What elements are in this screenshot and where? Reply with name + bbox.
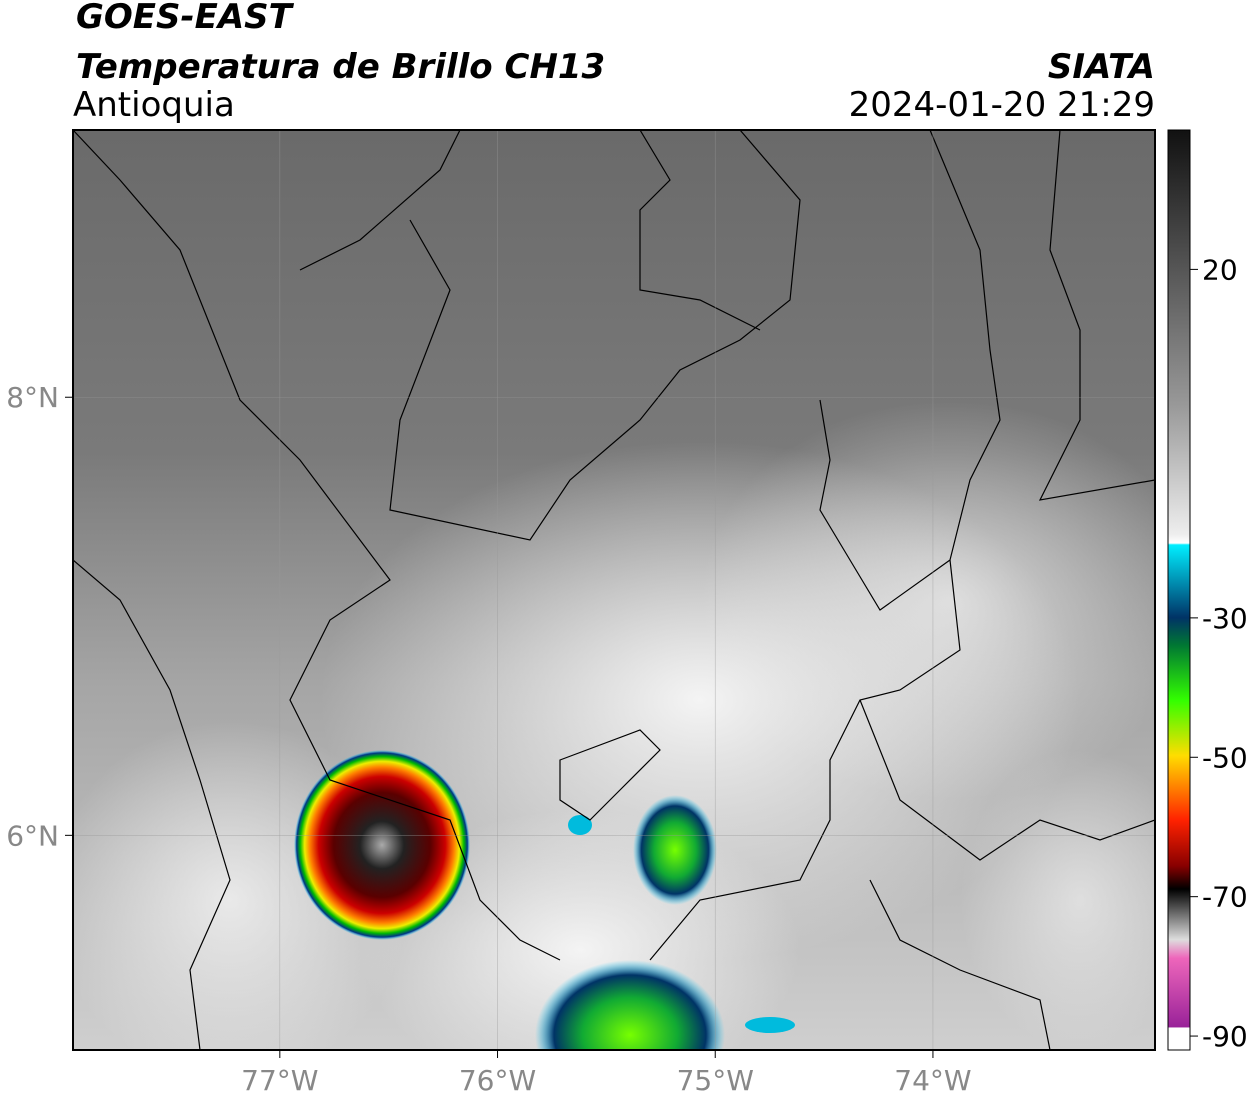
colorbar-ticks: 20 -30 -50 -70 -90: [1190, 253, 1248, 1053]
map-frame: [72, 129, 1156, 1051]
y-tick-label: 6°N: [6, 819, 59, 852]
colorbar-tick-label: -30: [1202, 602, 1248, 635]
y-tick-label: 8°N: [6, 381, 59, 414]
colorbar: [1167, 129, 1191, 1051]
title-product: Temperatura de Brillo CH13: [76, 47, 605, 87]
x-tick-label: 77°W: [241, 1064, 318, 1097]
region: Antioquia: [73, 85, 235, 125]
colorbar-tick-label: -50: [1202, 741, 1248, 774]
colorbar-tick-label: 20: [1202, 253, 1238, 286]
title-satellite: GOES-EAST: [76, 0, 295, 37]
map-image: [73, 130, 1155, 1050]
colorbar-tick-label: -70: [1202, 881, 1248, 914]
x-tick-label: 75°W: [677, 1064, 754, 1097]
colorbar-tick-label: -90: [1202, 1020, 1248, 1053]
x-tick-label: 76°W: [459, 1064, 536, 1097]
datetime: 2024-01-20 21:29: [849, 85, 1155, 125]
source: SIATA: [1048, 47, 1155, 87]
grid: 77°W 76°W 75°W 74°W 8°N 6°N: [6, 130, 1155, 1097]
x-tick-label: 74°W: [894, 1064, 971, 1097]
